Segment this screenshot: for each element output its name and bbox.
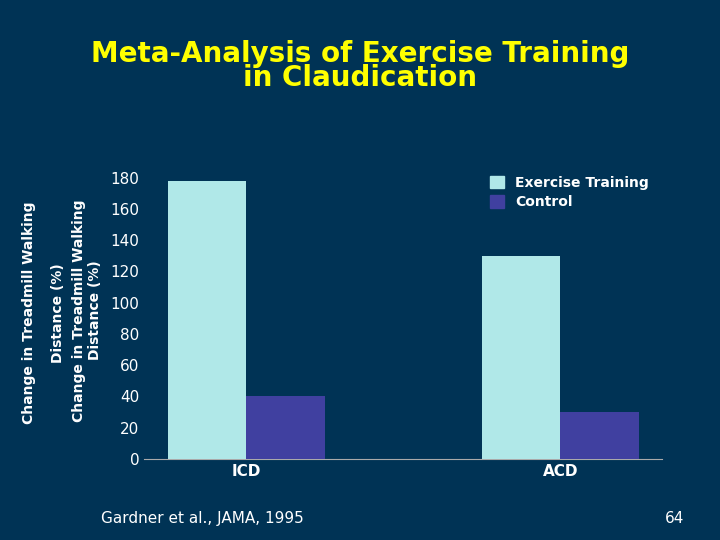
Bar — [560, 412, 639, 459]
Legend: Exercise Training, Control: Exercise Training, Control — [483, 169, 655, 217]
Text: Distance (%): Distance (%) — [50, 264, 65, 363]
Bar — [168, 181, 246, 459]
Y-axis label: Change in Treadmill Walking
Distance (%): Change in Treadmill Walking Distance (%) — [71, 199, 102, 422]
Text: in Claudication: in Claudication — [243, 64, 477, 92]
Bar — [246, 396, 325, 459]
Text: Gardner et al., JAMA, 1995: Gardner et al., JAMA, 1995 — [101, 511, 304, 526]
Text: Change in Treadmill Walking: Change in Treadmill Walking — [22, 202, 36, 424]
Text: 64: 64 — [665, 511, 684, 526]
Text: Meta-Analysis of Exercise Training: Meta-Analysis of Exercise Training — [91, 40, 629, 68]
Bar — [482, 256, 560, 459]
